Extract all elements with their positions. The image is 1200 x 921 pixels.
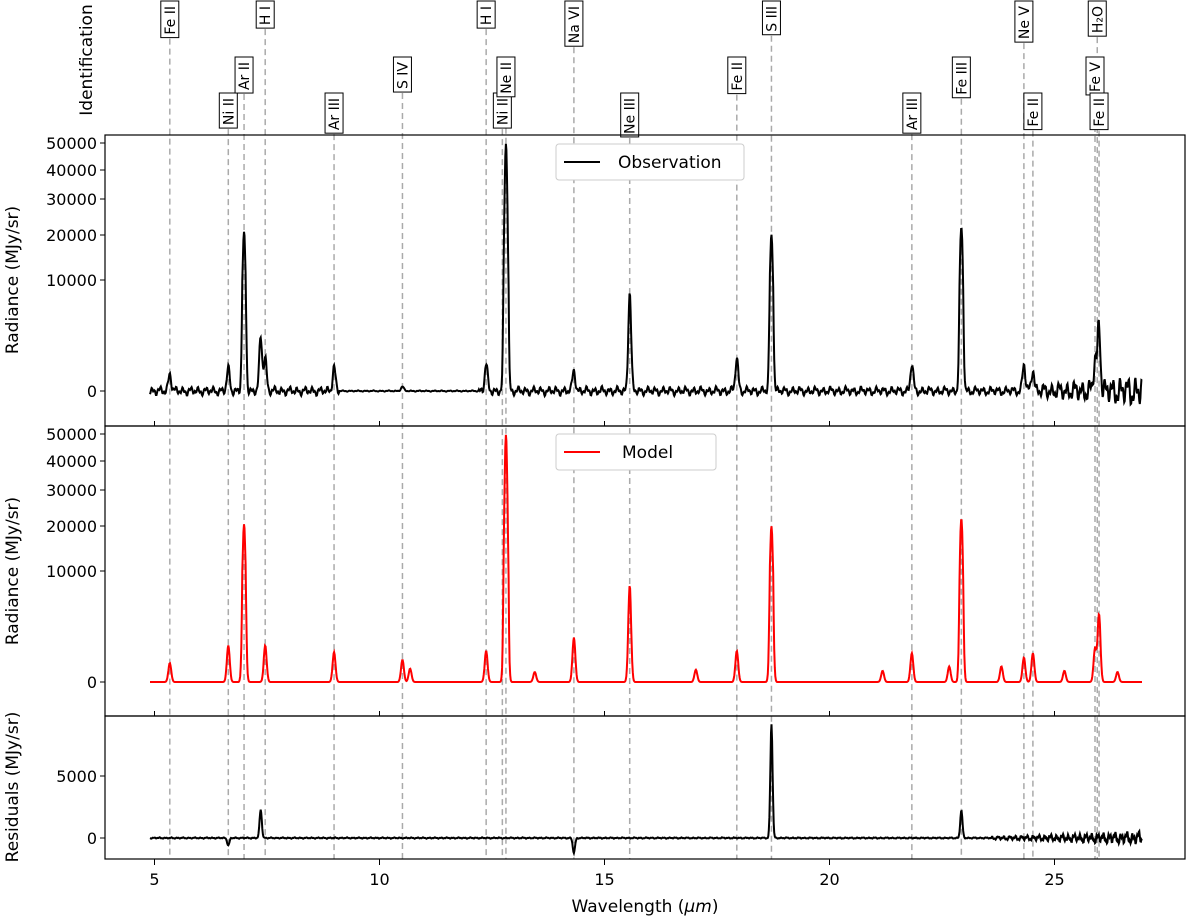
observation-series-line <box>149 143 1143 407</box>
id-label-text: Fe III <box>954 62 970 95</box>
residuals-panel-frame <box>104 715 1186 860</box>
id-label-12: S III <box>761 0 781 36</box>
id-label-2: Ar II <box>234 56 254 94</box>
id-label-box <box>392 56 412 93</box>
id-label-text: Ar II <box>237 62 253 90</box>
id-label-text: Ar III <box>327 98 343 130</box>
id-label-box <box>1023 92 1043 131</box>
id-label-box <box>951 56 971 99</box>
id-label-9: Na VI <box>564 0 584 47</box>
y-tick-label: 40000 <box>46 161 97 180</box>
y-tick-label: 10000 <box>46 562 97 581</box>
id-label-1: Ni II <box>218 92 238 129</box>
id-label-box <box>324 92 344 134</box>
observation-legend: Observation <box>555 143 745 181</box>
id-label-text: H I <box>479 6 495 25</box>
id-label-13: Ar III <box>902 92 922 134</box>
model-legend-label: Model <box>622 443 673 463</box>
id-label-box <box>218 92 238 129</box>
id-label-11: Fe II <box>727 56 747 95</box>
id-label-text: Ni II <box>495 98 511 125</box>
residuals-series-line <box>149 724 1143 857</box>
id-label-box <box>620 92 640 138</box>
y-tick-label: 0 <box>87 673 97 692</box>
observation-y-axis-label: Radiance (MJy/sr) <box>3 206 23 354</box>
id-label-text: Ne III <box>623 98 639 134</box>
id-label-box <box>160 0 180 39</box>
id-label-text: S IV <box>395 62 411 89</box>
id-label-box <box>496 56 516 98</box>
id-label-box <box>727 56 747 95</box>
y-tick-label: 30000 <box>46 481 97 500</box>
identification-label: Identification <box>77 4 97 115</box>
id-label-box <box>234 56 254 94</box>
residuals-y-axis-label: Residuals (MJy/sr) <box>3 712 23 863</box>
id-label-text: Ne V <box>1017 6 1033 40</box>
id-label-16: Fe II <box>1023 92 1043 131</box>
id-label-text: H₂O <box>1090 6 1106 33</box>
id-label-box <box>1014 0 1034 43</box>
id-label-text: Fe II <box>730 62 746 91</box>
id-label-text: Na VI <box>567 6 583 43</box>
id-label-8: Ne II <box>496 56 516 98</box>
y-tick-label: 50000 <box>46 134 97 153</box>
model-y-axis-label: Radiance (MJy/sr) <box>3 497 23 645</box>
id-label-3: H I <box>255 0 275 29</box>
y-tick-label: 40000 <box>46 452 97 471</box>
y-tick-label: 0 <box>87 829 97 848</box>
id-label-text: Fe II <box>1026 98 1042 127</box>
id-label-14: Fe III <box>951 56 971 99</box>
id-label-text: Ne II <box>499 62 515 94</box>
id-label-text: Ar III <box>905 98 921 130</box>
id-label-18: Fe II <box>1089 92 1109 131</box>
axis-ticks: 5 10 15 20 250100002000030000400005000001000… <box>46 134 1065 889</box>
x-tick-label: 5 <box>149 870 159 889</box>
id-label-7: Ni II <box>492 92 512 129</box>
x-tick-label: 10 <box>369 870 389 889</box>
id-label-text: Fe II <box>163 6 179 35</box>
x-tick-label: 20 <box>819 870 839 889</box>
id-label-19: H₂O <box>1087 0 1107 37</box>
id-label-text: S III <box>764 6 780 32</box>
id-label-0: Fe II <box>160 0 180 39</box>
model-series-line <box>150 434 1142 683</box>
id-label-text: Fe V <box>1088 62 1104 92</box>
x-tick-label: 15 <box>594 870 614 889</box>
id-label-box <box>902 92 922 134</box>
id-label-6: H I <box>476 0 496 29</box>
id-label-4: Ar III <box>324 92 344 134</box>
id-label-box <box>255 0 275 29</box>
id-label-10: Ne III <box>620 92 640 138</box>
y-tick-label: 5000 <box>56 767 97 786</box>
id-label-5: S IV <box>392 56 412 93</box>
id-label-box <box>1087 0 1107 37</box>
y-tick-label: 10000 <box>46 271 97 290</box>
model-legend: Model <box>555 433 717 471</box>
x-tick-label: 25 <box>1044 870 1064 889</box>
observation-legend-label: Observation <box>618 153 722 173</box>
y-tick-label: 30000 <box>46 190 97 209</box>
y-tick-label: 20000 <box>46 226 97 245</box>
id-label-text: Ni II <box>221 98 237 125</box>
id-label-box <box>1089 92 1109 131</box>
id-label-17: Fe V <box>1085 56 1105 96</box>
id-label-box <box>761 0 781 36</box>
id-label-box <box>476 0 496 29</box>
y-tick-label: 20000 <box>46 517 97 536</box>
id-label-text: Fe II <box>1092 98 1108 127</box>
id-label-15: Ne V <box>1014 0 1034 43</box>
x-axis-label: Wavelength (μm) <box>572 897 719 917</box>
y-tick-label: 0 <box>87 382 97 401</box>
y-tick-label: 50000 <box>46 425 97 444</box>
id-label-text: H I <box>258 6 274 25</box>
id-label-box <box>564 0 584 47</box>
